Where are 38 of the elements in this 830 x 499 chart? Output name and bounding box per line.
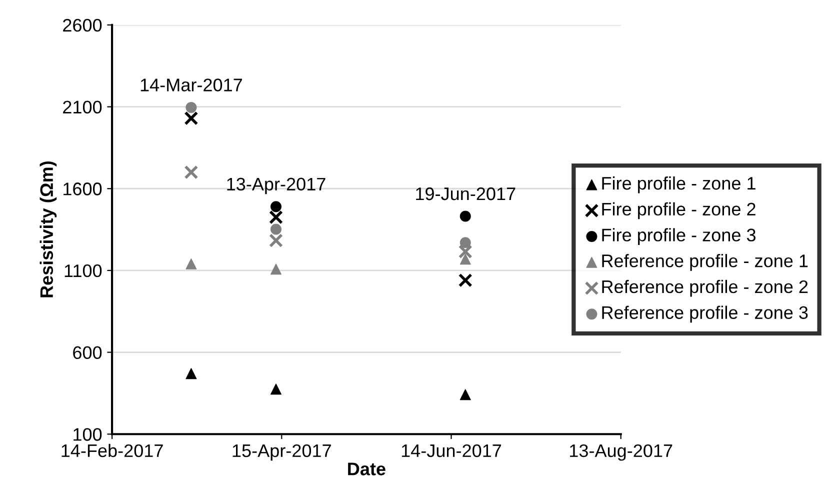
y-axis-title: Resistivity (Ωm) bbox=[40, 161, 57, 298]
x-tick-label: 14-Jun-2017 bbox=[402, 444, 502, 458]
point bbox=[458, 244, 472, 259]
point bbox=[270, 384, 282, 395]
point bbox=[460, 254, 471, 265]
point bbox=[460, 210, 471, 222]
point bbox=[270, 264, 282, 275]
y-tick-label: 100 bbox=[74, 428, 102, 441]
point bbox=[269, 210, 283, 224]
x-tick-label: 13-Aug-2017 bbox=[570, 444, 672, 461]
annotation: 13-Apr-2017 bbox=[227, 178, 326, 194]
point bbox=[186, 102, 197, 113]
point bbox=[270, 201, 282, 212]
point bbox=[460, 237, 471, 248]
x-axis-title: Date bbox=[348, 462, 386, 476]
legend-label: Reference profile - zone 1 bbox=[602, 254, 808, 271]
point bbox=[270, 224, 282, 235]
y-tick-label: 2600 bbox=[63, 18, 102, 32]
x-tick-label: 15-Apr-2017 bbox=[232, 444, 331, 461]
legend-label: Fire profile - zone 1 bbox=[602, 176, 756, 194]
y-tick-label: 1100 bbox=[64, 264, 102, 278]
x-tick-label: 14-Feb-2017 bbox=[62, 444, 163, 458]
point bbox=[186, 368, 197, 380]
point bbox=[186, 258, 197, 270]
legend-label: Reference profile - zone 2 bbox=[602, 280, 808, 297]
point bbox=[184, 165, 198, 180]
legend-label: Fire profile - zone 2 bbox=[602, 202, 756, 220]
y-tick-label: 2100 bbox=[63, 100, 102, 114]
y-tick-label: 600 bbox=[73, 346, 102, 360]
y-tick-label: 1600 bbox=[64, 182, 102, 196]
point bbox=[184, 111, 198, 126]
point bbox=[458, 273, 472, 288]
point bbox=[269, 234, 283, 248]
annotation: 14-Mar-2017 bbox=[140, 78, 242, 92]
legend-label: Reference profile - zone 3 bbox=[602, 306, 808, 323]
point bbox=[460, 389, 471, 400]
legend-label: Fire profile - zone 3 bbox=[602, 228, 756, 245]
annotation: 19-Jun-2017 bbox=[416, 187, 516, 200]
